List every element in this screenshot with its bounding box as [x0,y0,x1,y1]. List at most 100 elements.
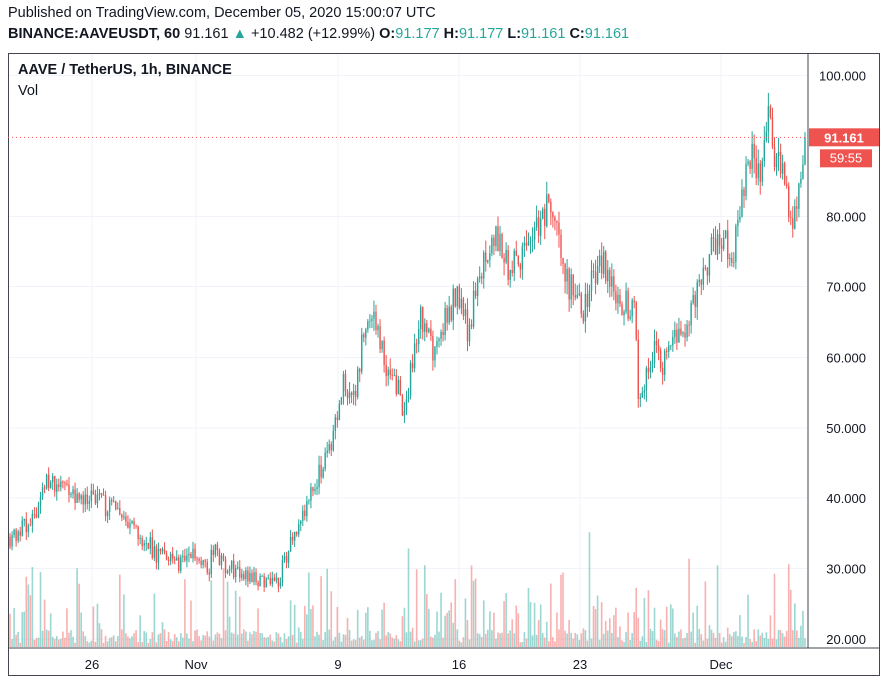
chart-frame[interactable] [8,53,880,676]
candle-body [722,237,725,249]
volume-bar [407,548,410,647]
candle-body [365,329,367,338]
candle-body [322,469,324,478]
candle-body [94,494,97,504]
countdown-tag-text: 59:55 [830,150,863,165]
volume-bar [413,641,416,647]
volume-bar [47,630,50,647]
volume-bar [320,576,322,647]
candle-body [672,336,674,346]
volume-bar [43,599,46,647]
volume-bar [747,594,749,647]
candle-body [304,510,306,517]
volume-bar [507,633,509,647]
candle-body [375,311,377,331]
volume-bar [228,616,231,647]
candle-body [802,164,804,179]
volume-bar [735,631,737,647]
candle-body [344,374,347,392]
candle-body [135,525,137,527]
candle-body [548,194,550,202]
price-change: +10.482 (+12.99%) [250,26,376,42]
candle-body [62,481,64,483]
candle-body [200,560,202,565]
candle-body [704,267,707,269]
candle-body [621,304,623,316]
volume-bar [131,636,133,647]
candle-body [594,271,597,284]
candle-body [442,331,444,336]
candle-body [735,225,737,262]
last-price-tag [809,128,879,147]
time-tick-label: 16 [452,657,466,672]
volume-bar [291,634,294,647]
candle-body [755,158,757,179]
volume-bar [489,611,491,647]
volume-bar [356,609,359,647]
volume-bar [515,605,518,647]
candle-body [668,345,670,352]
volume-bar [657,640,660,647]
volume-bar [450,602,453,647]
candle-body [308,500,310,502]
candle-body [257,582,259,587]
candle-body [214,544,217,555]
volume-bar [383,602,385,647]
candle-body [779,152,782,174]
candle-body [180,557,182,571]
candle-body [405,398,408,411]
candle-body [472,290,475,327]
volume-bar [137,642,139,647]
candle-body [613,276,615,292]
volume-bar [277,633,280,647]
candle-body [340,397,343,404]
volume-bar [308,572,310,647]
candle-body [798,183,800,209]
open-value: 91.177 [395,26,440,42]
candle-body [41,487,44,497]
volume-bar [580,633,583,647]
volume-bar [391,637,394,647]
volume-bar [350,640,353,647]
volume-bar [159,633,162,647]
volume-bar [196,629,198,647]
volume-bar [224,630,227,647]
candle-body [777,152,780,156]
volume-bar [419,640,422,647]
volume-bar [247,640,249,647]
candle-body [127,521,129,528]
candle-body [415,343,418,345]
volume-bar [757,629,760,647]
volume-bar [763,637,766,647]
candle-body [733,261,735,263]
candle-body [216,544,219,551]
candle-body [125,516,127,522]
volume-bar [289,600,292,647]
candle-body [485,252,487,262]
candle-body [741,189,743,217]
volume-bar [787,564,790,647]
candle-body [39,496,42,506]
volume-bar [301,638,304,647]
volume-bar [627,612,629,647]
candle-body [515,250,517,256]
candle-body [184,555,186,561]
volume-bar [521,641,524,647]
candle-body [716,234,719,255]
volume-bar [121,629,123,647]
candle-body [198,558,200,561]
candle-body [678,328,680,343]
volume-bar [285,638,288,647]
candle-body [466,309,469,342]
volume-bar [430,636,432,647]
candle-body [182,555,184,558]
volume-bar [118,574,121,647]
candle-body [298,524,300,535]
volume-bar [21,612,24,647]
volume-bar [238,596,241,647]
candle-body [320,464,322,478]
candle-body [82,495,84,505]
candle-body [399,379,402,396]
volume-bar [332,640,335,647]
